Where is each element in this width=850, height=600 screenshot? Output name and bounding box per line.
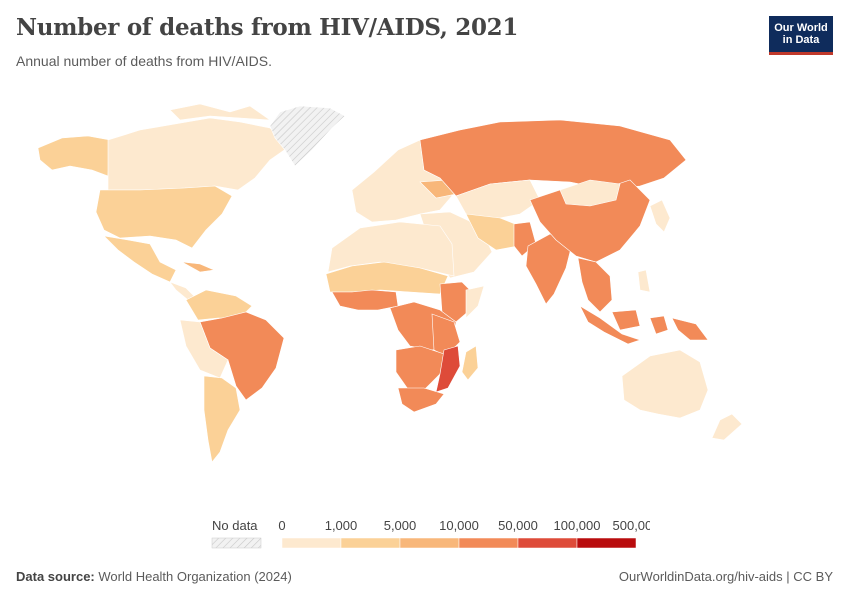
legend-tick-label: 50,000 <box>498 518 538 533</box>
legend-tick-label: 5,000 <box>384 518 417 533</box>
region-southeast-asia[interactable] <box>577 257 613 313</box>
legend-no-data-label: No data <box>212 518 258 533</box>
region-mozambique[interactable] <box>435 345 461 393</box>
region-australia[interactable] <box>621 349 709 419</box>
region-indonesia[interactable] <box>579 305 669 345</box>
legend-bins <box>281 537 637 549</box>
chart-subtitle: Annual number of deaths from HIV/AIDS. <box>16 53 273 69</box>
legend-bin <box>576 537 637 549</box>
region-europe[interactable] <box>351 139 453 223</box>
region-madagascar[interactable] <box>461 345 479 381</box>
region-mongolia[interactable] <box>559 179 621 207</box>
legend-bin <box>458 537 519 549</box>
region-russia[interactable] <box>419 119 687 197</box>
legend-bin <box>340 537 401 549</box>
logo-text: Our World in Data <box>774 22 828 46</box>
source-link[interactable]: OurWorldinData.org/hiv-aids | CC BY <box>618 569 833 584</box>
legend-tick-label: 10,000 <box>439 518 479 533</box>
region-southern-africa[interactable] <box>395 345 445 393</box>
region-papua-new-guinea[interactable] <box>671 317 709 341</box>
region-argentina-chile[interactable] <box>203 375 241 463</box>
region-north-africa[interactable] <box>327 221 455 277</box>
region-west-africa[interactable] <box>331 289 399 311</box>
region-new-zealand[interactable] <box>711 413 743 441</box>
data-source-label: Data source: <box>16 569 95 584</box>
legend-tick-label: 100,000 <box>554 518 601 533</box>
region-caribbean[interactable] <box>181 261 216 273</box>
legend-tick-label: 1,000 <box>325 518 358 533</box>
region-alaska[interactable] <box>37 135 111 177</box>
region-canada-islands[interactable] <box>169 103 272 121</box>
legend-ticks: 0 1,000 5,000 10,000 50,000 100,000 500,000 <box>278 518 650 533</box>
data-source-text: World Health Organization (2024) <box>98 569 292 584</box>
region-mexico[interactable] <box>103 235 177 283</box>
legend-no-data-swatch <box>211 537 262 549</box>
legend-bin <box>281 537 342 549</box>
owid-logo[interactable]: Our World in Data <box>769 16 833 55</box>
region-peru-bolivia[interactable] <box>179 319 229 379</box>
region-canada[interactable] <box>107 117 291 191</box>
legend-bin <box>517 537 578 549</box>
region-greenland[interactable] <box>269 105 346 167</box>
region-korea-japan[interactable] <box>649 199 671 233</box>
data-source: Data source: World Health Organization (… <box>16 569 292 584</box>
region-south-africa[interactable] <box>397 387 445 413</box>
chart-title: Number of deaths from HIV/AIDS, 2021 <box>16 14 519 41</box>
region-philippines[interactable] <box>637 269 651 293</box>
map-legend: No data 0 1,000 5,000 10,000 50,000 100,000 50… <box>211 518 650 549</box>
world-map <box>37 103 743 463</box>
region-united-states[interactable] <box>95 185 233 249</box>
legend-tick-label: 500,000 <box>613 518 651 533</box>
legend-bin <box>399 537 460 549</box>
region-somalia[interactable] <box>465 285 485 319</box>
legend-tick-label: 0 <box>278 518 285 533</box>
